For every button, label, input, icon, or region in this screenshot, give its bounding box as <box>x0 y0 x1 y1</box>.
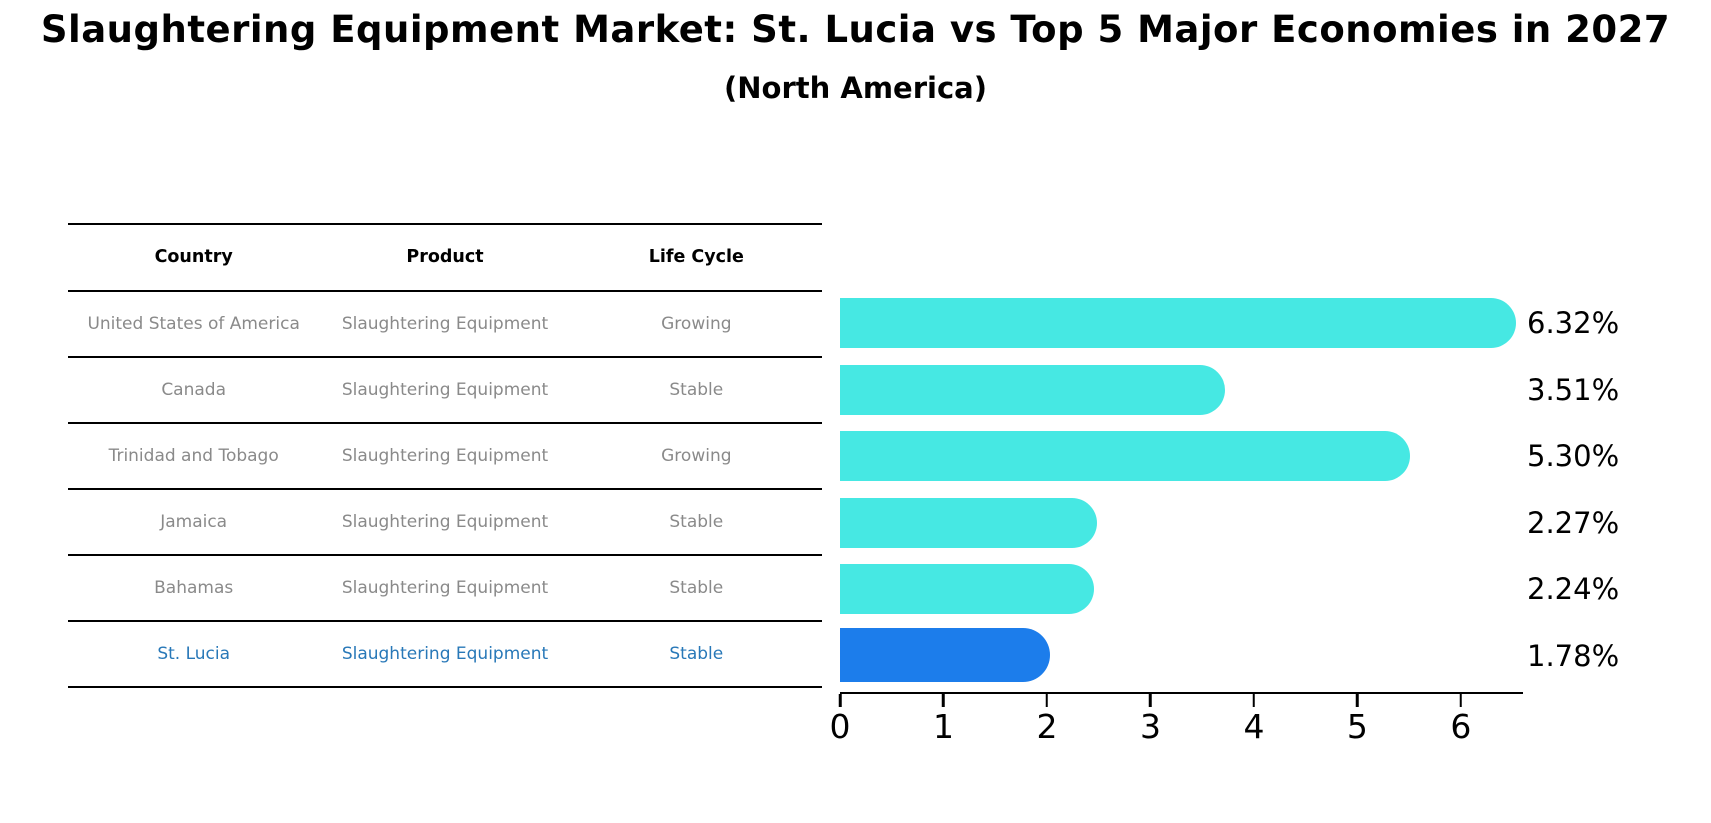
column-header-country: Country <box>154 247 233 268</box>
bar-value-label: 6.32% <box>1527 306 1620 341</box>
country-info-table: Country Product Life Cycle United States… <box>68 223 822 688</box>
country-cell: St. Lucia <box>157 643 231 664</box>
table-row: Canada Slaughtering Equipment Stable <box>68 358 822 424</box>
tick-label: 2 <box>1036 707 1058 746</box>
bar-chart: 6.32% 3.51% 5.30% 2.27% 2.24% 1.78% 0 1 … <box>830 290 1619 754</box>
bar-united-states <box>840 298 1517 348</box>
table-row-st-lucia: St. Lucia Slaughtering Equipment Stable <box>68 622 822 688</box>
life-cycle-cell: Stable <box>669 643 724 664</box>
bar-value-label: 3.51% <box>1527 372 1620 407</box>
bar-canada <box>840 364 1226 415</box>
column-header-life-cycle: Life Cycle <box>648 247 744 268</box>
bar-value-label: 2.24% <box>1527 572 1620 607</box>
tick-mark <box>1149 694 1152 707</box>
tick-label: 6 <box>1450 707 1472 746</box>
product-cell: Slaughtering Equipment <box>341 577 549 598</box>
bar-row: 1.78% <box>840 623 1619 690</box>
tick-mark <box>1045 694 1049 707</box>
life-cycle-cell: Stable <box>669 379 724 400</box>
life-cycle-cell: Stable <box>669 511 724 532</box>
bar-bahamas <box>840 564 1094 614</box>
bar-trinidad-and-tobago <box>840 431 1411 481</box>
country-cell: Canada <box>161 379 227 400</box>
x-axis: 0 1 2 3 4 5 6 <box>830 692 1523 754</box>
tick-label: 4 <box>1243 707 1265 746</box>
tick-label: 3 <box>1139 707 1161 746</box>
country-cell: Bahamas <box>154 577 234 598</box>
bar-row: 6.32% <box>840 290 1619 357</box>
life-cycle-cell: Growing <box>661 313 732 334</box>
country-cell: United States of America <box>87 313 300 334</box>
page-subtitle: (North America) <box>724 71 987 105</box>
column-header-product: Product <box>406 247 484 268</box>
tick-label: 0 <box>829 707 851 746</box>
product-cell: Slaughtering Equipment <box>341 643 549 664</box>
bar-row: 2.24% <box>840 556 1619 623</box>
tick-label: 1 <box>932 707 954 746</box>
table-header-row: Country Product Life Cycle <box>68 225 822 292</box>
tick-mark <box>838 694 842 707</box>
table-row: Jamaica Slaughtering Equipment Stable <box>68 490 822 556</box>
life-cycle-cell: Growing <box>661 445 732 466</box>
bar-jamaica <box>840 497 1097 548</box>
life-cycle-cell: Stable <box>669 577 724 598</box>
table-row: Trinidad and Tobago Slaughtering Equipme… <box>68 424 822 490</box>
page-title: Slaughtering Equipment Market: St. Lucia… <box>40 8 1671 51</box>
tick-label: 5 <box>1346 707 1368 746</box>
product-cell: Slaughtering Equipment <box>341 445 549 466</box>
bar-value-label: 1.78% <box>1527 638 1620 673</box>
product-cell: Slaughtering Equipment <box>341 313 549 334</box>
country-cell: Jamaica <box>160 511 228 532</box>
tick-mark <box>1252 694 1256 707</box>
bar-value-label: 5.30% <box>1527 439 1620 474</box>
tick-mark <box>1459 694 1463 707</box>
bar-st-lucia <box>840 628 1051 682</box>
tick-mark <box>942 694 945 707</box>
bar-value-label: 2.27% <box>1527 505 1620 540</box>
product-cell: Slaughtering Equipment <box>341 511 549 532</box>
table-row: Bahamas Slaughtering Equipment Stable <box>68 556 822 622</box>
bar-row: 5.30% <box>840 423 1619 490</box>
country-cell: Trinidad and Tobago <box>108 445 279 466</box>
product-cell: Slaughtering Equipment <box>341 379 549 400</box>
bar-row: 3.51% <box>840 357 1619 424</box>
bar-row: 2.27% <box>840 490 1619 557</box>
tick-mark <box>1356 694 1359 707</box>
table-row: United States of America Slaughtering Eq… <box>68 292 822 358</box>
